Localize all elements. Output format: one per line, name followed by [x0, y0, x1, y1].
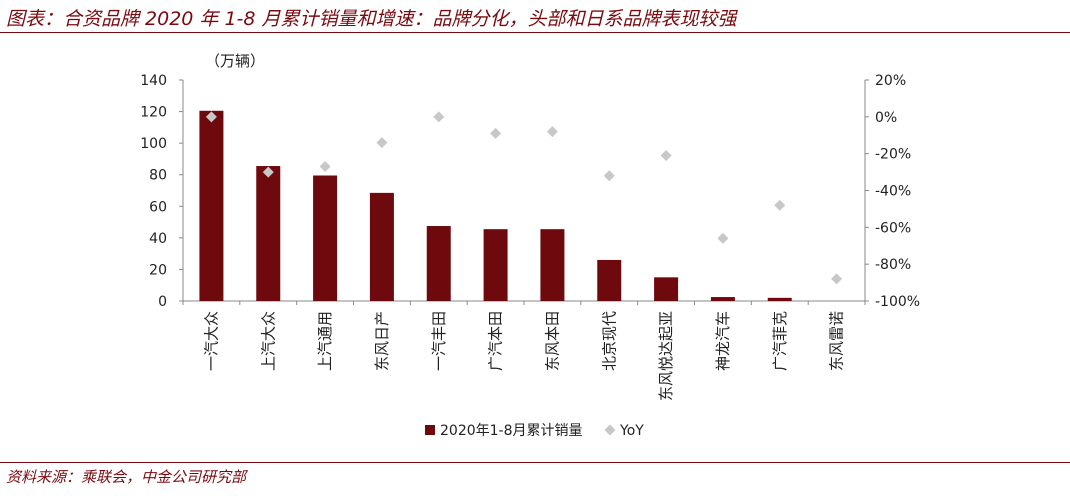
bar [313, 175, 338, 301]
y-tick-label: 20 [149, 262, 167, 278]
yoy-marker [319, 161, 331, 173]
bar [767, 297, 792, 301]
y2-tick-label: 0% [875, 110, 897, 126]
y-tick-label: 40 [149, 231, 167, 247]
bar [597, 259, 622, 301]
bar [654, 277, 679, 301]
bar [256, 166, 281, 301]
x-tick-label: 一汽大众 [202, 311, 220, 371]
y-tick-label: 80 [149, 168, 167, 184]
legend-bar-label: 2020年1-8月累计销量 [440, 423, 583, 439]
legend-bar-swatch [425, 425, 435, 435]
source-divider [0, 462, 1070, 463]
chart-title: 图表：合资品牌 2020 年 1-8 月累计销量和增速：品牌分化，头部和日系品牌… [6, 8, 737, 30]
yoy-marker [717, 232, 729, 244]
y2-tick-label: -40% [875, 184, 911, 200]
y-tick-label: 100 [140, 136, 167, 152]
x-tick-label: 神龙汽车 [714, 311, 732, 371]
source-note: 资料来源：乘联会，中金公司研究部 [6, 468, 247, 486]
y2-tick-label: -60% [875, 220, 911, 236]
x-tick-label: 北京现代 [600, 311, 618, 371]
x-tick-label: 上汽大众 [259, 311, 277, 371]
x-tick-label: 一汽丰田 [430, 311, 448, 371]
yoy-marker [490, 127, 502, 139]
y2-tick-label: -20% [875, 147, 911, 163]
yoy-marker [376, 137, 388, 149]
yoy-marker [660, 150, 672, 162]
x-tick-label: 东风悦达起亚 [657, 311, 675, 401]
bar [483, 229, 508, 301]
yoy-marker [603, 170, 615, 182]
yoy-marker [546, 126, 558, 138]
x-tick-label: 广汽本田 [487, 311, 505, 371]
y-tick-label: 120 [140, 105, 167, 121]
yoy-marker [205, 111, 217, 123]
y2-tick-label: 20% [875, 73, 906, 89]
y-tick-label: 60 [149, 199, 167, 215]
x-tick-label: 广汽菲克 [771, 311, 789, 371]
x-tick-label: 东风日产 [373, 311, 391, 371]
y2-tick-label: -100% [875, 294, 920, 310]
x-tick-label: 东风雷诺 [828, 311, 846, 371]
yoy-marker [433, 111, 445, 123]
bar [426, 226, 451, 301]
bar [199, 110, 224, 302]
y-tick-label: 0 [158, 294, 167, 310]
x-tick-label: 东风本田 [543, 311, 561, 371]
bar [540, 229, 565, 301]
y-axis-unit-label: （万辆） [205, 52, 265, 70]
title-divider [0, 32, 1070, 33]
bar [369, 192, 394, 301]
yoy-marker [262, 166, 274, 178]
x-tick-label: 上汽通用 [316, 311, 334, 371]
legend-yoy-label: YoY [619, 423, 644, 439]
yoy-marker [831, 273, 843, 285]
y-tick-label: 140 [140, 73, 167, 89]
yoy-marker [774, 199, 786, 211]
legend-yoy-swatch [604, 424, 616, 436]
bar [710, 297, 735, 301]
y2-tick-label: -80% [875, 257, 911, 273]
